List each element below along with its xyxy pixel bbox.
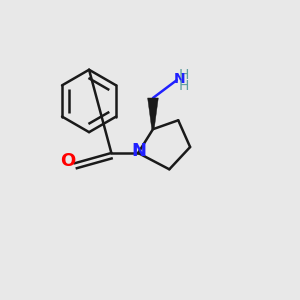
Text: H: H [179,79,189,92]
Text: N: N [174,72,185,86]
Text: H: H [179,68,189,82]
Text: O: O [60,152,75,170]
Polygon shape [148,98,158,129]
Text: N: N [131,142,146,160]
